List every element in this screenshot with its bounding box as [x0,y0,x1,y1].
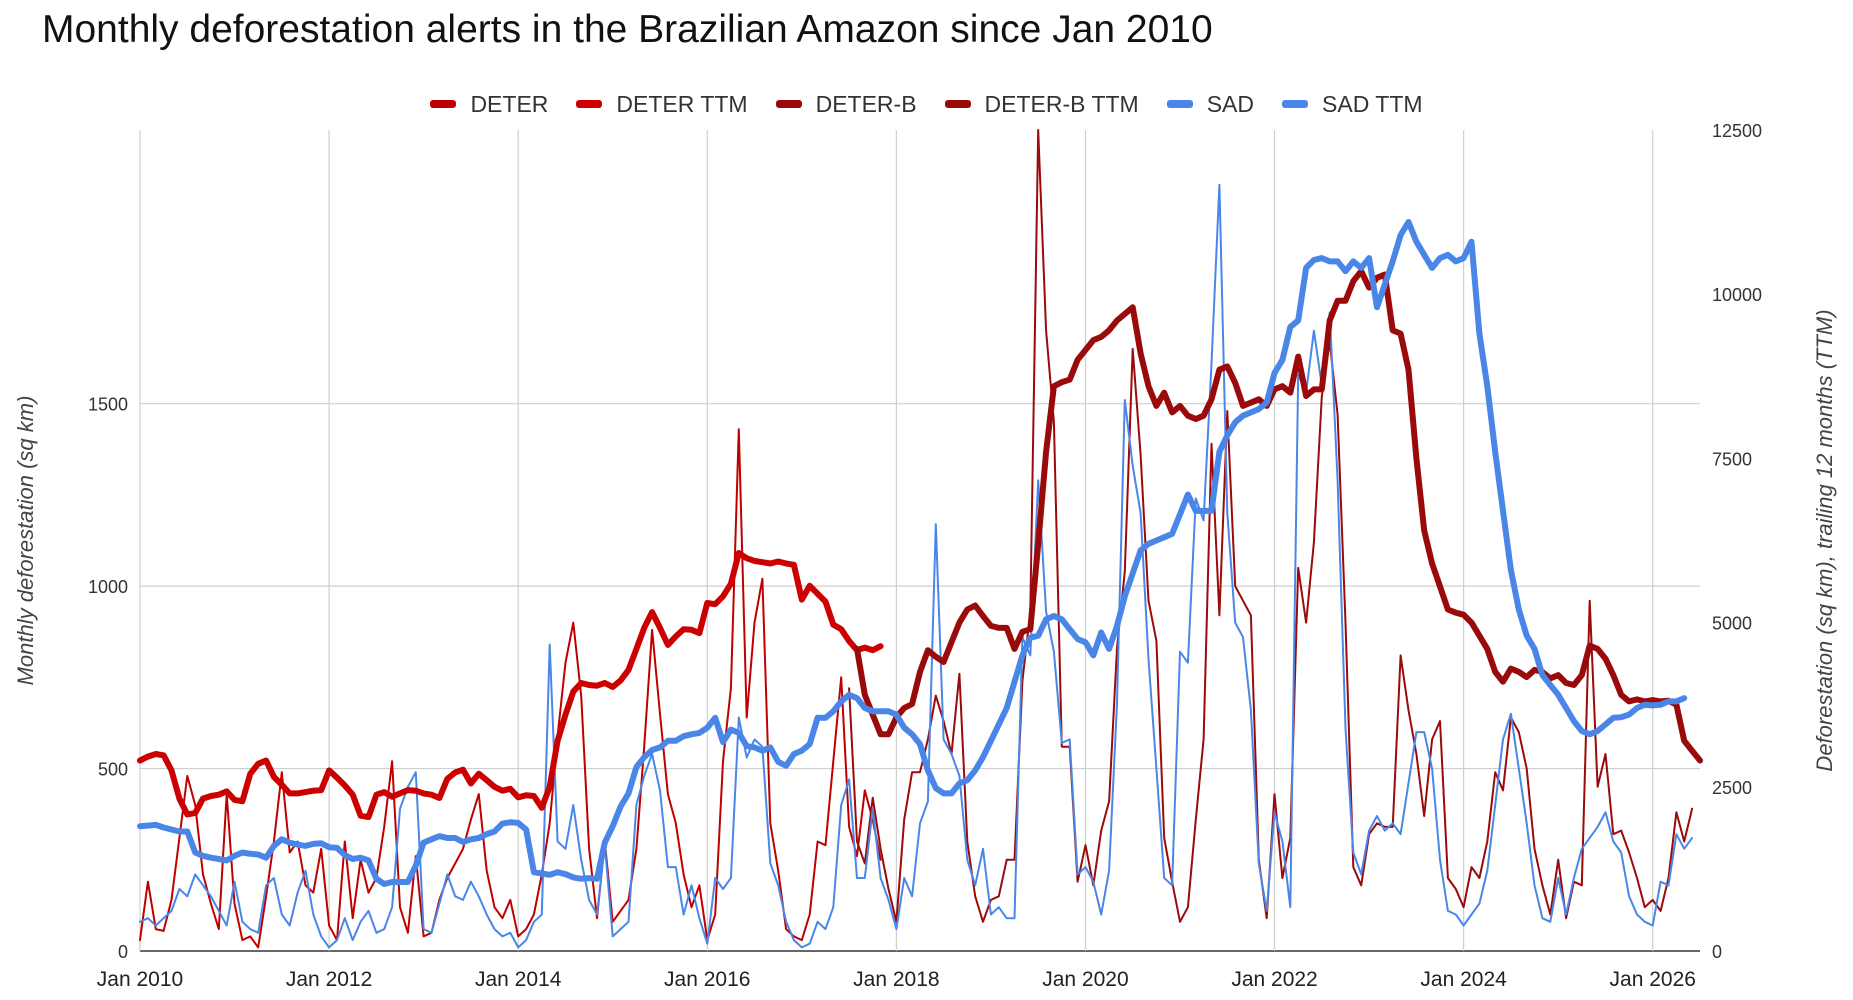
y-right-tick-label: 12500 [1712,121,1762,141]
series-line-deter [139,428,882,949]
legend-swatch [944,100,971,108]
x-tick-label: Jan 2016 [664,968,750,991]
legend-item: SAD TTM [1282,91,1423,118]
legend-swatch [576,100,603,108]
legend-item: DETER [430,91,548,118]
y-right-tick-label: 0 [1712,942,1722,962]
series-line-sad [139,183,1694,949]
y-left-tick-label: 0 [118,942,128,962]
legend-item: DETER-B [775,90,917,118]
x-tick-label: Jan 2022 [1231,968,1317,991]
legend-swatch [430,100,457,108]
x-tick-label: Jan 2012 [286,968,372,991]
legend-swatch [1282,100,1309,108]
x-tick-label: Jan 2010 [97,968,183,991]
legend-item: DETER TTM [576,90,748,118]
legend-label: SAD TTM [1322,90,1423,117]
y-left-tick-label: 500 [98,760,128,780]
series-line-deter-ttm [137,550,884,820]
series-line-sad-ttm [137,219,1688,887]
y-left-tick-label: 1500 [88,395,128,415]
chart-legend: DETER DETER TTM DETER-B DETER-B TTM SAD SAD T… [0,88,1853,120]
x-tick-label: Jan 2014 [475,968,562,991]
y-right-tick-label: 10000 [1712,285,1762,305]
legend-label: SAD [1206,90,1255,117]
y-left-axis-title: Monthly deforestation (sq km) [13,396,38,686]
series-line-deter-b-ttm [854,268,1703,764]
x-tick-label: Jan 2020 [1042,968,1128,991]
legend-label: DETER-B [815,90,917,117]
legend-label: DETER [470,90,549,117]
legend-label: DETER TTM [616,90,748,117]
x-tick-label: Jan 2018 [853,968,939,991]
x-tick-label: Jan 2026 [1610,968,1696,991]
chart-title: Monthly deforestation alerts in the Braz… [42,8,1213,51]
y-right-tick-label: 5000 [1712,614,1752,634]
series-line-deter-b [848,129,1694,923]
y-right-axis-title: Deforestation (sq km), trailing 12 month… [1812,309,1837,771]
legend-item: DETER-B TTM [944,90,1139,118]
legend-swatch [775,100,802,108]
legend-item: SAD [1166,90,1255,118]
y-right-tick-label: 2500 [1712,778,1752,798]
x-tick-label: Jan 2024 [1420,968,1507,991]
legend-swatch [1166,100,1193,108]
y-right-tick-label: 7500 [1712,449,1752,469]
legend-label: DETER-B TTM [984,90,1139,117]
y-left-tick-label: 1000 [88,577,128,597]
